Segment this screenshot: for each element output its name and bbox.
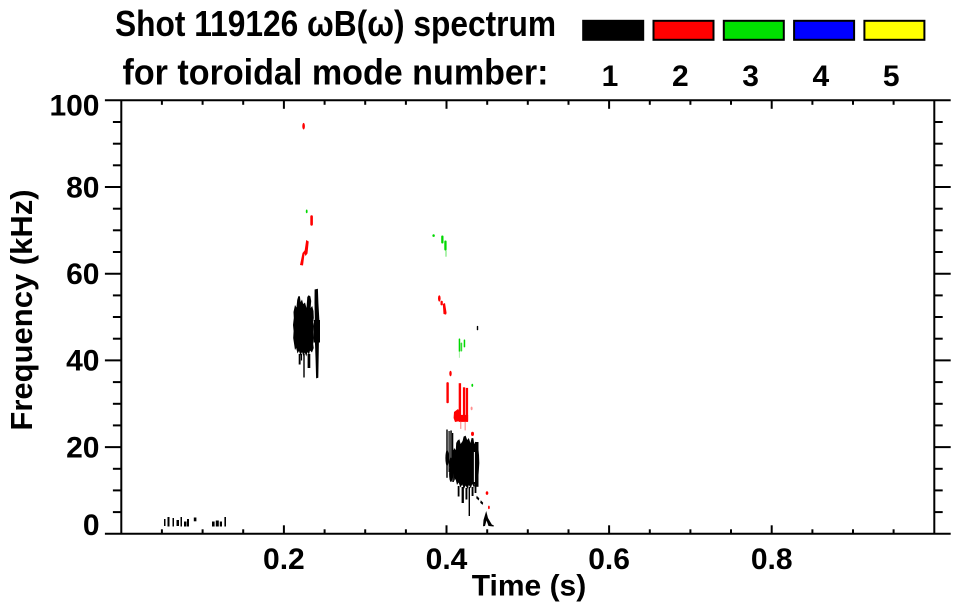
svg-text:80: 80	[66, 171, 99, 204]
svg-text:0.2: 0.2	[263, 543, 305, 576]
svg-text:0.6: 0.6	[588, 543, 630, 576]
svg-text:5: 5	[883, 60, 900, 93]
svg-text:0: 0	[83, 509, 100, 542]
svg-text:for toroidal mode number:: for toroidal mode number:	[123, 52, 549, 93]
svg-text:Shot 119126 ωB(ω) spectrum: Shot 119126 ωB(ω) spectrum	[115, 3, 556, 44]
svg-text:60: 60	[66, 258, 99, 291]
svg-text:3: 3	[742, 60, 759, 93]
svg-text:Frequency (kHz): Frequency (kHz)	[4, 189, 39, 430]
svg-text:4: 4	[813, 60, 830, 93]
svg-text:0.4: 0.4	[426, 543, 468, 576]
svg-text:40: 40	[66, 345, 99, 378]
svg-text:0.8: 0.8	[751, 543, 793, 576]
svg-text:2: 2	[672, 60, 689, 93]
svg-text:100: 100	[49, 90, 99, 123]
svg-text:20: 20	[66, 431, 99, 464]
svg-text:1: 1	[602, 60, 619, 93]
svg-text:Time (s): Time (s)	[472, 570, 586, 603]
